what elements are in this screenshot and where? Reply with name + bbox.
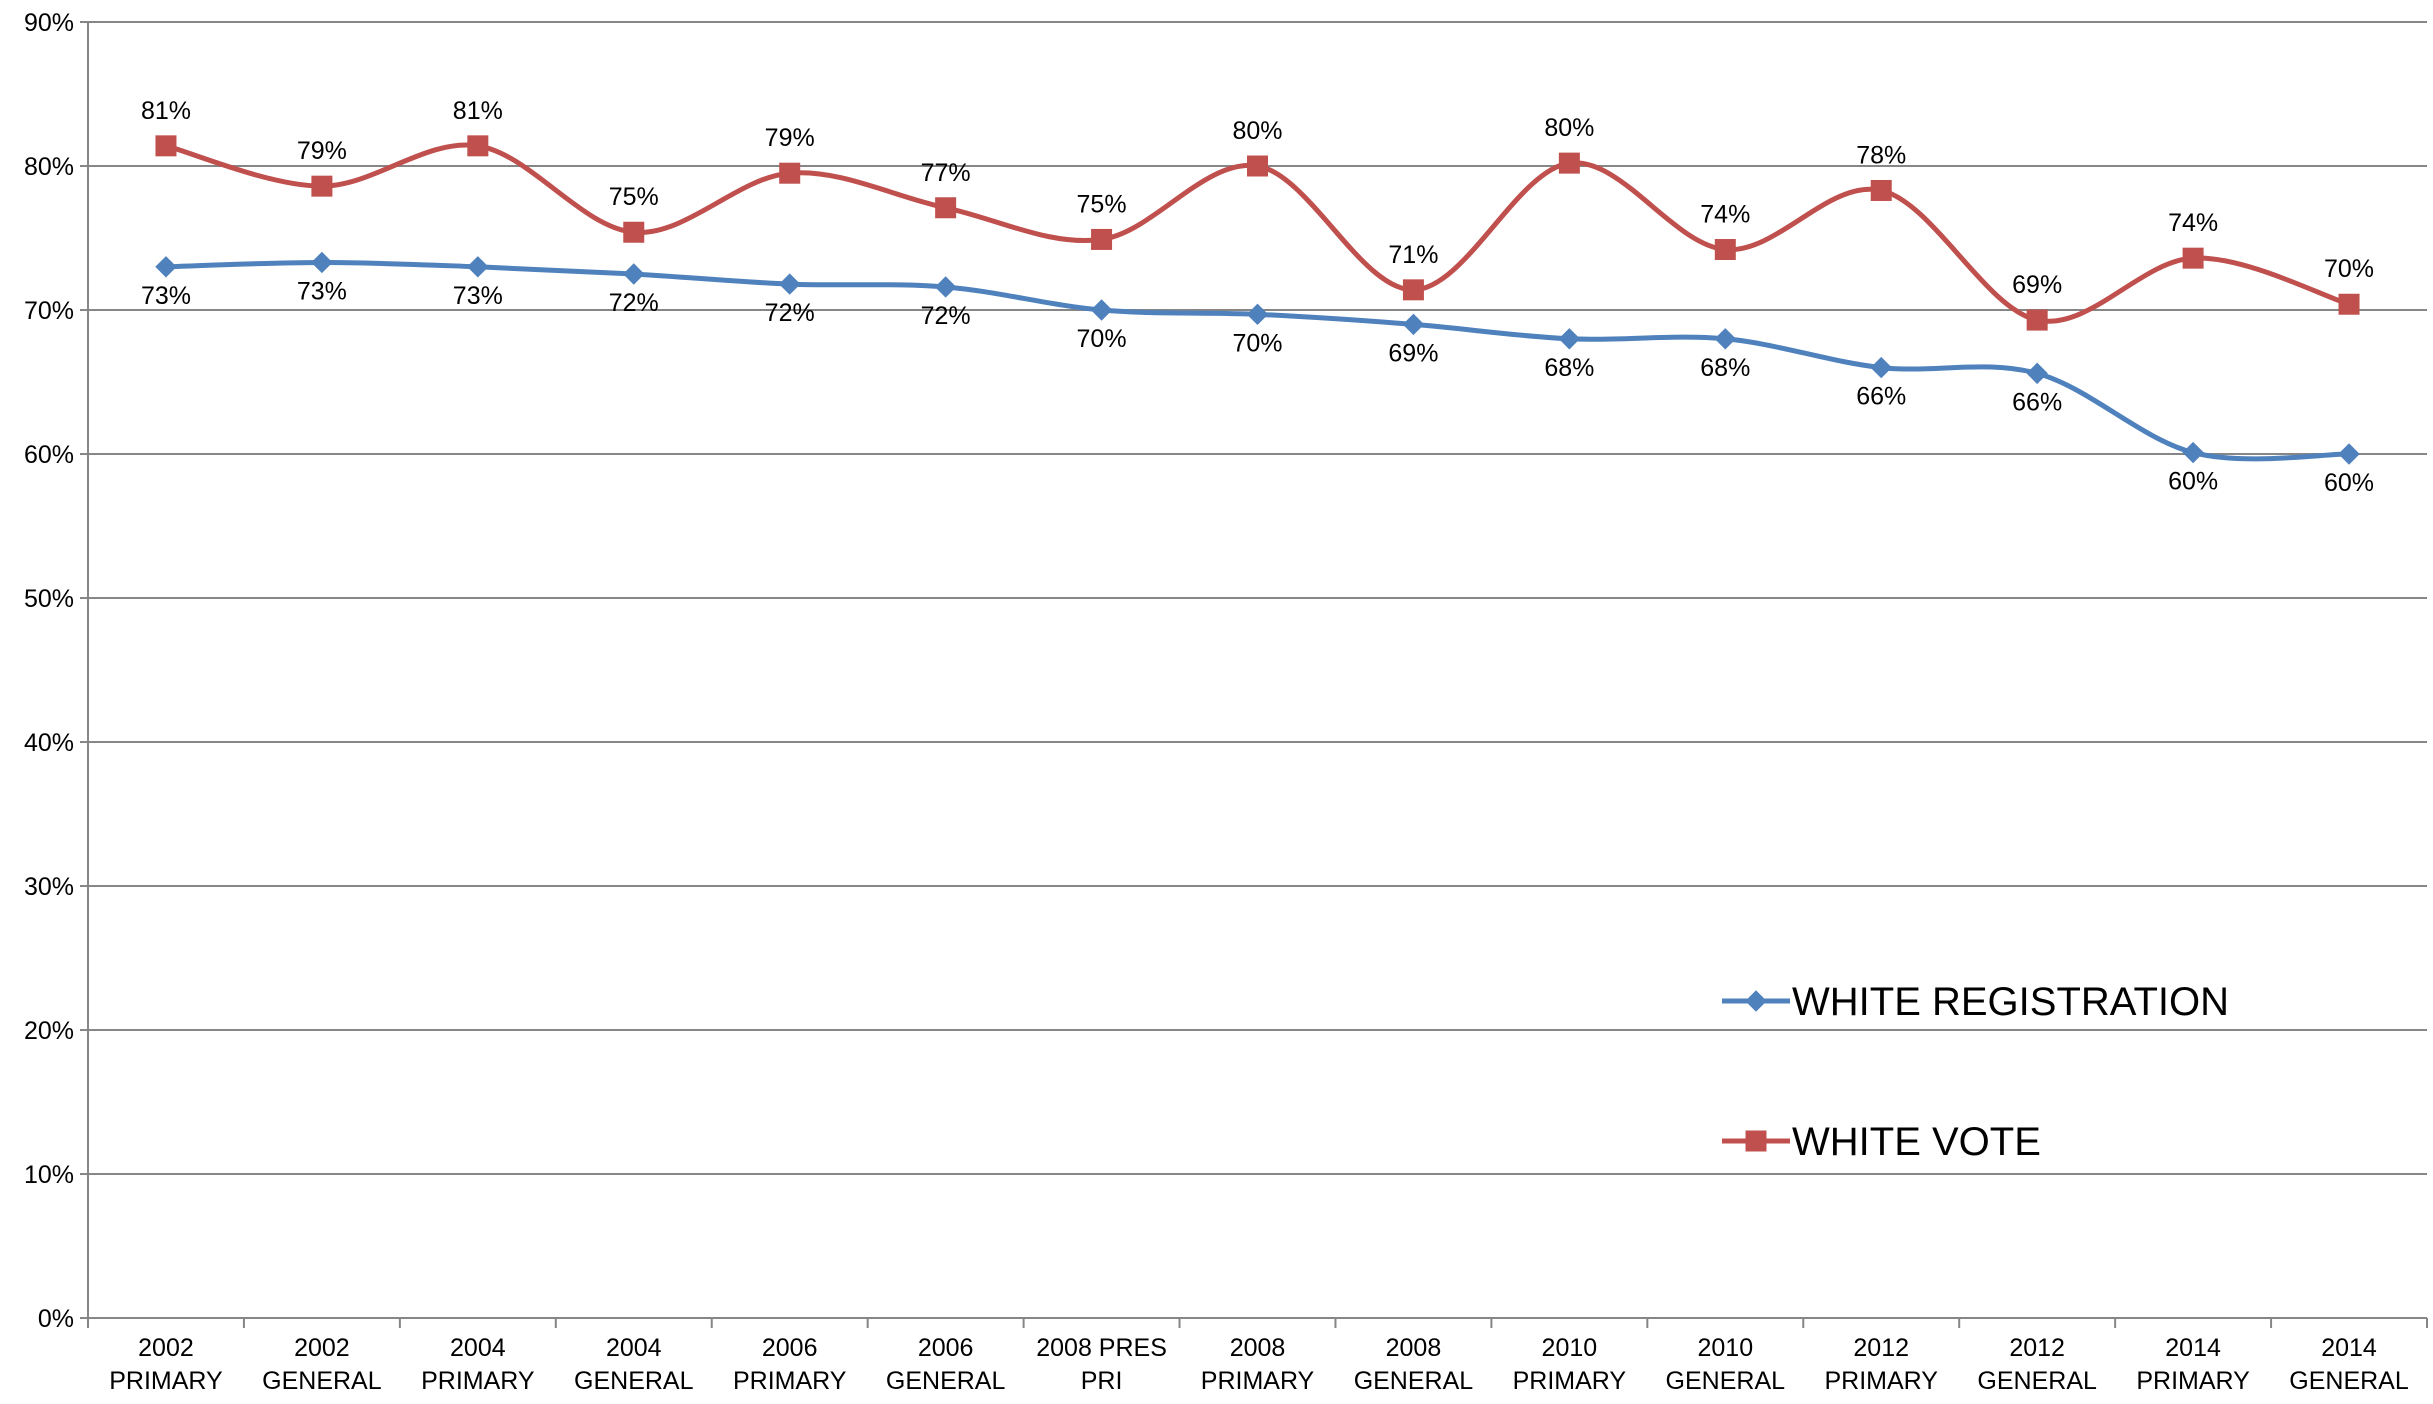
white-registration-data-label: 60% (2324, 469, 2374, 497)
white-registration-data-label: 69% (1388, 339, 1438, 367)
white-vote-point (2182, 247, 2204, 269)
x-tick-label: 2006 GENERAL (886, 1334, 1006, 1395)
white-vote-point (467, 135, 489, 157)
gridlines (88, 21, 2427, 1175)
white-registration-point (467, 256, 489, 278)
white-registration-point (778, 273, 801, 295)
white-registration-point (155, 256, 177, 278)
white-vote-point (1091, 228, 1113, 250)
white-vote-point (935, 197, 957, 219)
legend-marker (1745, 1130, 1767, 1152)
white-registration-point (1090, 299, 1113, 321)
white-vote-data-label: 77% (921, 159, 971, 187)
white-vote-point (1870, 179, 1892, 201)
white-registration-point (623, 263, 645, 285)
y-tick-label: 50% (24, 585, 74, 613)
white-vote-point (155, 135, 177, 157)
white-vote-data-label: 79% (297, 137, 347, 165)
x-tick-label: 2002 PRIMARY (109, 1334, 223, 1395)
white-vote-data-label: 75% (1077, 190, 1127, 218)
white-vote-data-label: 81% (453, 97, 503, 125)
white-vote-data-label: 70% (2324, 255, 2374, 283)
x-tick-label: 2008 PRIMARY (1201, 1334, 1315, 1395)
white-vote-point (1558, 152, 1580, 174)
white-registration-point (2338, 443, 2360, 465)
white-vote-point (1714, 239, 1736, 261)
white-registration-data-label: 72% (921, 302, 971, 330)
y-tick-label: 90% (24, 9, 74, 37)
x-tick-label: 2004 GENERAL (574, 1334, 694, 1395)
y-tick-label: 60% (24, 441, 74, 469)
white-registration-data-label: 68% (1700, 354, 1750, 382)
white-registration-data-label: 73% (453, 282, 503, 310)
y-tick-label: 10% (24, 1161, 74, 1189)
x-tick-label: 2008 PRES PRI (1036, 1334, 1167, 1395)
white-vote-point (2338, 293, 2360, 315)
x-tick-label: 2012 PRIMARY (1825, 1334, 1939, 1395)
white-vote-point (1402, 279, 1424, 301)
x-tick-label: 2002 GENERAL (262, 1334, 382, 1395)
white-vote-point (311, 175, 333, 197)
y-tick-label: 0% (38, 1305, 74, 1333)
white-registration-data-label: 72% (609, 289, 659, 317)
y-tick-label: 80% (24, 153, 74, 181)
y-tick-label: 20% (24, 1017, 74, 1045)
white-vote-data-label: 71% (1388, 241, 1438, 269)
x-tick-label: 2012 GENERAL (1977, 1334, 2097, 1395)
x-tick-label: 2006 PRIMARY (733, 1334, 847, 1395)
white-registration-data-label: 72% (765, 299, 815, 327)
white-registration-point (2026, 362, 2048, 385)
series-group (155, 135, 2360, 465)
legend-entry-white-registration: WHITE REGISTRATION (1792, 980, 2229, 1024)
x-tick-label: 2014 GENERAL (2289, 1334, 2409, 1395)
x-tick-label: 2004 PRIMARY (421, 1334, 535, 1395)
white-vote-data-label: 80% (1232, 117, 1282, 145)
y-tick-label: 40% (24, 729, 74, 757)
axes: 0% 10% 20% 30% 40% 50% 60% 70% 80% 90% 2002 PRIMARY… (24, 9, 2428, 1395)
white-vote-point (779, 162, 801, 184)
white-vote-point (2026, 309, 2048, 331)
y-tick-label: 70% (24, 297, 74, 325)
white-registration-data-label: 70% (1077, 325, 1127, 353)
white-vote-data-label: 74% (2168, 209, 2218, 237)
white-vote-data-label: 75% (609, 183, 659, 211)
legend-marker (1745, 990, 1767, 1012)
white-vote-data-label: 69% (2012, 271, 2062, 299)
white-vote-data-label: 74% (1700, 201, 1750, 229)
white-registration-point (1714, 328, 1737, 350)
x-tick-label: 2008 GENERAL (1354, 1334, 1474, 1395)
x-tick-label: 2014 PRIMARY (2136, 1334, 2250, 1395)
white-registration-point (311, 251, 333, 274)
white-registration-point (934, 276, 957, 298)
white-registration-data-label: 66% (2012, 388, 2062, 416)
data-labels: 73% 73% 73% 72% 72% 72% 70% 70% 69% 68% 68% 66% 66% 6… (141, 97, 2374, 497)
white-vote-point (1247, 155, 1268, 177)
white-vote-data-label: 78% (1856, 141, 1906, 169)
x-tick-label: 2010 GENERAL (1666, 1334, 1786, 1395)
white-registration-data-label: 68% (1544, 354, 1594, 382)
legend-entry-white-vote: WHITE VOTE (1792, 1120, 2041, 1164)
white-vote-point (623, 221, 645, 243)
white-vote-data-label: 79% (765, 124, 815, 152)
white-registration-point (1402, 313, 1425, 336)
white-registration-data-label: 70% (1232, 329, 1282, 357)
white-registration-data-label: 73% (141, 282, 191, 310)
white-registration-data-label: 73% (297, 277, 347, 305)
white-registration-point (2182, 441, 2204, 464)
white-vote-data-label: 81% (141, 97, 191, 125)
white-registration-point (1246, 303, 1269, 326)
y-tick-label: 30% (24, 873, 74, 901)
legend: WHITE REGISTRATION WHITE VOTE (1722, 980, 2229, 1164)
white-registration-point (1870, 356, 1892, 379)
white-registration-data-label: 66% (1856, 383, 1906, 411)
white-vote-line (163, 142, 2352, 324)
white-registration-data-label: 60% (2168, 468, 2218, 496)
x-tick-label: 2010 PRIMARY (1513, 1334, 1627, 1395)
white-registration-point (1558, 328, 1581, 350)
white-vote-data-label: 80% (1544, 114, 1594, 142)
